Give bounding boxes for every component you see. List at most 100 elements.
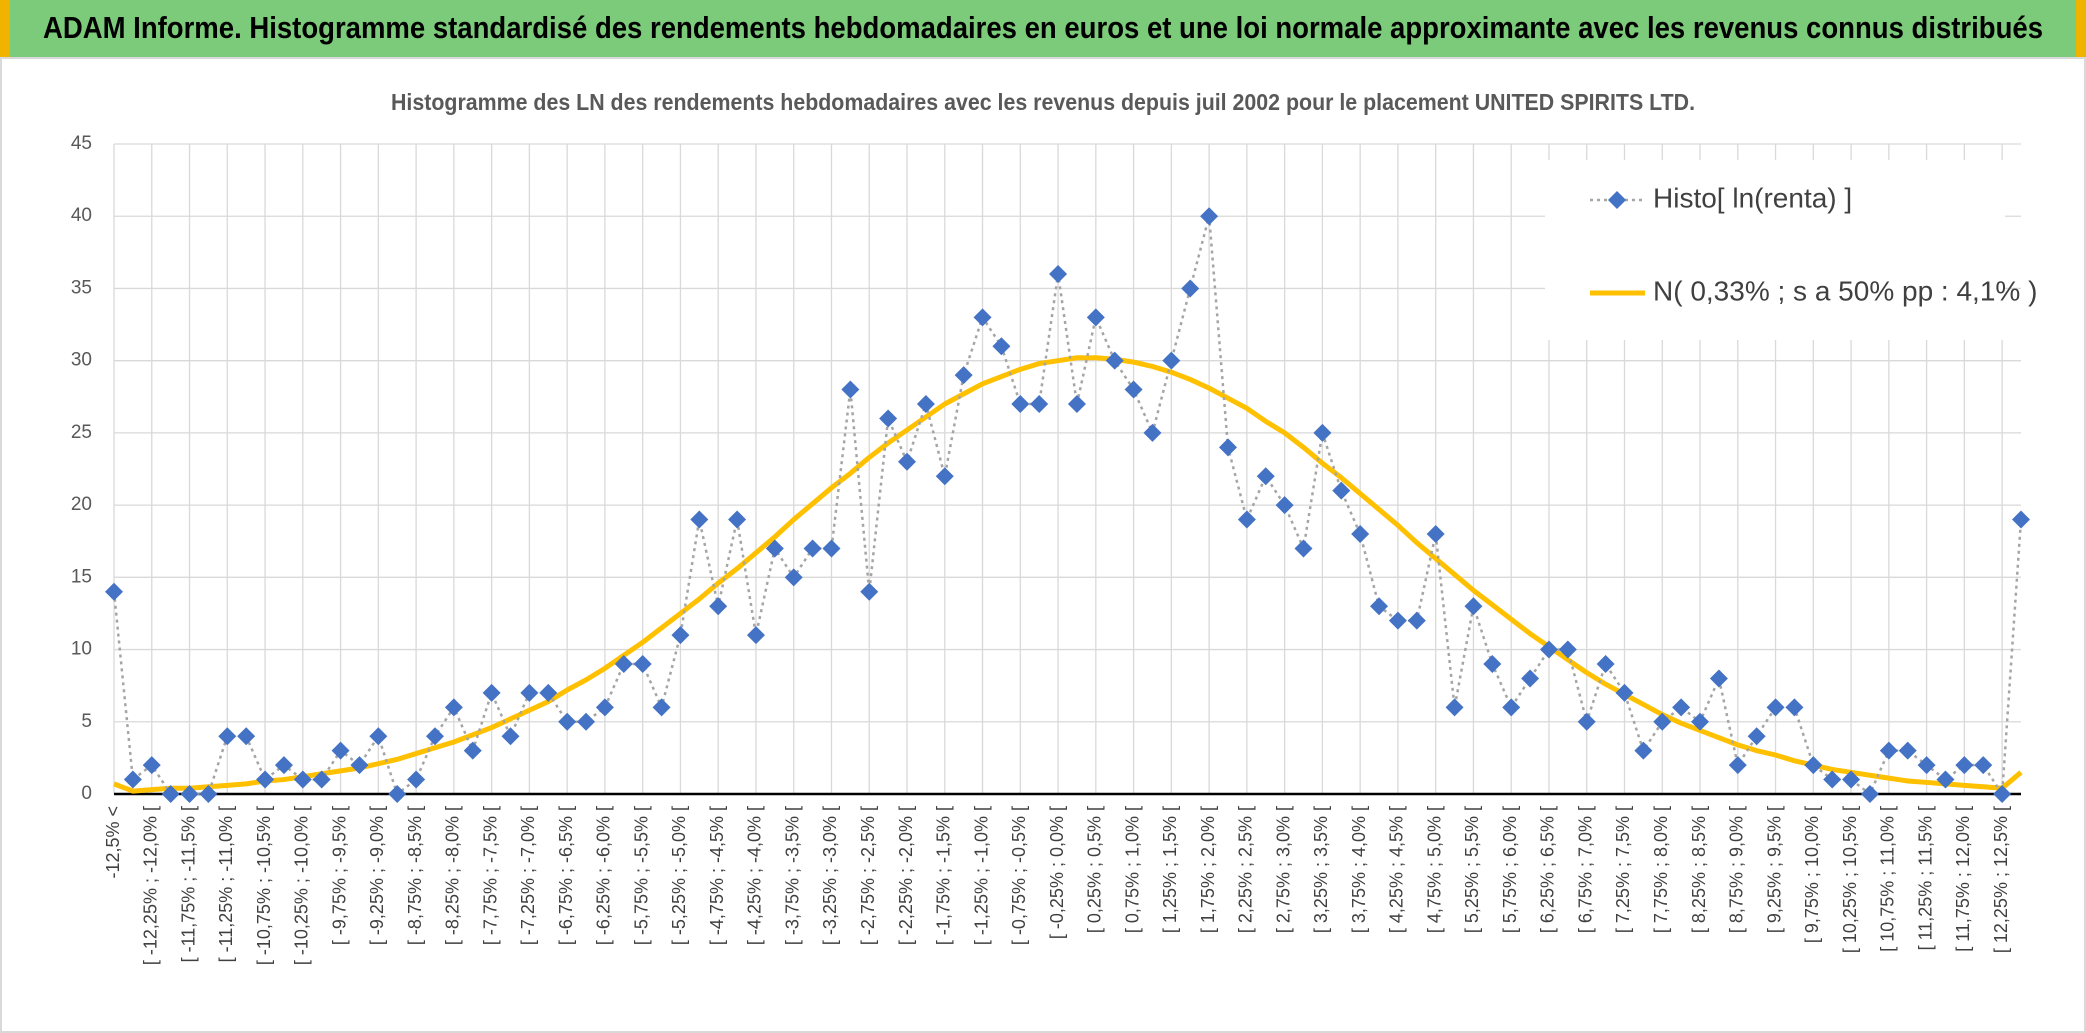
data-point	[1860, 785, 1879, 803]
x-tick-label: [ 10,25% ; 10,5% [	[1840, 806, 1860, 953]
data-point	[1577, 712, 1596, 731]
x-tick-label: [ 11,75% ; 12,0% [	[1953, 806, 1973, 952]
x-tick-label: [ -3,75% ; -3,5% [	[782, 806, 802, 945]
x-tick-label: [ -7,25% ; -7,0% [	[518, 806, 538, 945]
legend-box	[1545, 160, 2005, 340]
data-point	[595, 698, 614, 717]
data-point	[369, 727, 388, 746]
y-tick-label: 0	[81, 783, 92, 804]
data-point	[407, 770, 426, 789]
x-tick-label: [ -4,25% ; -4,0% [	[745, 806, 765, 945]
data-point	[1388, 611, 1407, 630]
data-point	[973, 308, 992, 327]
data-point	[709, 597, 728, 616]
data-point	[1898, 741, 1917, 760]
data-point	[105, 582, 123, 601]
plot	[105, 207, 2030, 803]
data-point	[1596, 655, 1615, 673]
data-point	[1879, 741, 1898, 760]
x-tick-label: [ 1,25% ; 1,5% [	[1160, 806, 1180, 933]
data-point	[1936, 770, 1955, 789]
data-point	[123, 770, 142, 789]
x-tick-label: [ -4,75% ; -4,5% [	[707, 806, 727, 945]
x-tick-label: -12,5% <	[103, 806, 123, 879]
y-tick-label: 10	[71, 639, 92, 660]
x-tick-label: [ 6,75% ; 7,0% [	[1575, 806, 1595, 933]
data-point	[765, 539, 784, 558]
data-point	[1294, 539, 1313, 558]
x-tick-label: [ 3,75% ; 4,0% [	[1349, 806, 1369, 933]
x-tick-label: [ -0,75% ; -0,5% [	[1009, 806, 1029, 945]
x-tick-label: [ 5,75% ; 6,0% [	[1500, 806, 1520, 933]
data-point	[652, 698, 671, 717]
data-point	[1747, 727, 1766, 746]
x-tick-label: [ -10,75% ; -10,5% [	[254, 806, 274, 965]
data-point	[1974, 756, 1993, 775]
data-point	[1521, 669, 1540, 688]
x-tick-label: [ -1,75% ; -1,5% [	[934, 806, 954, 945]
x-tick-label: [ -1,25% ; -1,0% [	[971, 806, 991, 945]
data-point	[520, 683, 539, 702]
series-line	[113, 355, 2023, 794]
data-point	[1464, 597, 1483, 616]
x-tick-label: [ 2,75% ; 3,0% [	[1273, 806, 1293, 933]
data-point	[577, 712, 596, 731]
data-point	[425, 727, 444, 746]
data-point	[2012, 510, 2030, 529]
data-point	[1558, 640, 1577, 659]
x-tick-label: [ -11,25% ; -11,0% [	[216, 806, 236, 962]
data-point	[501, 727, 520, 746]
data-point	[444, 698, 463, 717]
data-point	[1709, 669, 1728, 688]
x-tick-label: [ -7,75% ; -7,5% [	[480, 806, 500, 945]
data-point	[1823, 770, 1842, 789]
data-point	[1766, 698, 1785, 717]
data-point	[1162, 351, 1181, 370]
data-point	[312, 770, 331, 789]
x-tick-label: [ -6,75% ; -6,5% [	[556, 806, 576, 945]
data-point	[199, 785, 218, 803]
data-point	[1011, 395, 1030, 413]
data-point	[1993, 785, 2012, 803]
data-point	[898, 452, 917, 471]
data-point	[879, 409, 898, 428]
x-tick-label: [ 11,25% ; 11,5% [	[1915, 806, 1935, 950]
data-point	[954, 366, 973, 385]
data-point	[1539, 640, 1558, 659]
data-point	[1256, 467, 1275, 486]
data-point	[482, 683, 501, 702]
data-point	[671, 626, 690, 645]
data-point	[1842, 770, 1861, 789]
data-point	[1275, 496, 1294, 515]
x-tick-label: [ 7,25% ; 7,5% [	[1613, 806, 1633, 933]
x-tick-label: [ 6,25% ; 6,5% [	[1538, 806, 1558, 933]
data-point	[916, 395, 935, 413]
x-tick-label: [ -8,75% ; -8,5% [	[405, 806, 425, 945]
x-tick-label: [ -2,75% ; -2,5% [	[858, 806, 878, 945]
data-point	[558, 712, 577, 731]
data-point	[1653, 712, 1672, 731]
x-tick-label: [ -8,25% ; -8,0% [	[443, 806, 463, 945]
data-point	[1030, 395, 1049, 413]
x-tick-label: [ 0,75% ; 1,0% [	[1122, 806, 1142, 933]
data-point	[992, 337, 1011, 356]
data-point	[293, 770, 312, 789]
data-point	[728, 510, 747, 529]
x-tick-label: [ -2,25% ; -2,0% [	[896, 806, 916, 945]
x-tick-label: [ 5,25% ; 5,5% [	[1462, 806, 1482, 933]
header-title: ADAM Informe. Histogramme standardisé de…	[43, 10, 2043, 45]
x-tick-label: [ 8,25% ; 8,5% [	[1689, 806, 1709, 933]
y-tick-label: 25	[71, 422, 92, 443]
x-tick-label: [ -5,75% ; -5,5% [	[631, 806, 651, 945]
x-tick-label: [ 3,25% ; 3,5% [	[1311, 806, 1331, 933]
data-point	[256, 770, 275, 789]
data-point	[841, 380, 860, 399]
data-point	[1615, 683, 1634, 702]
header-bar	[10, 0, 2076, 58]
data-point	[1691, 712, 1710, 731]
data-point	[633, 655, 652, 673]
data-point	[1200, 207, 1219, 226]
x-tick-label: [ -5,25% ; -5,0% [	[669, 806, 689, 945]
data-point	[1502, 698, 1521, 717]
y-tick-label: 40	[71, 205, 92, 226]
